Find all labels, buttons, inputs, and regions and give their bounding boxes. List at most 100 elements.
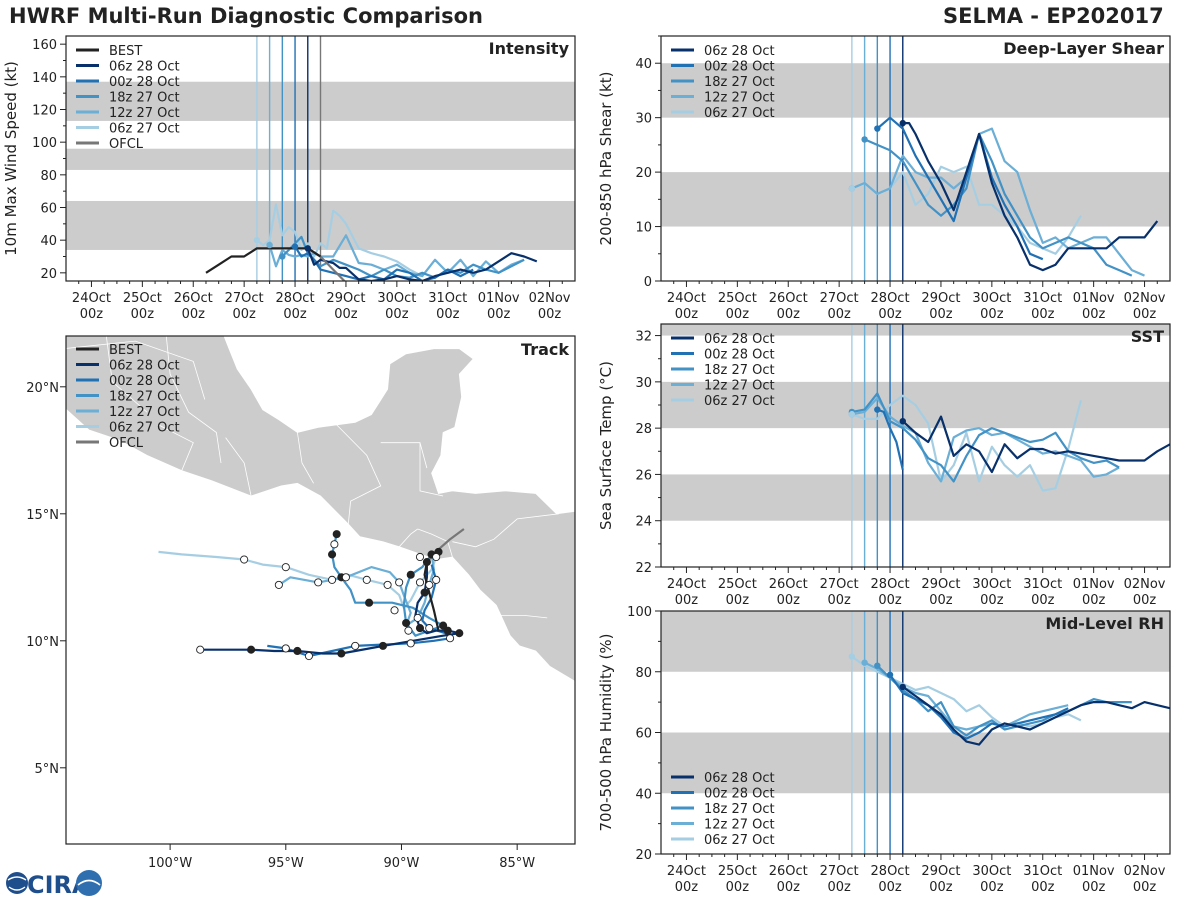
- panel-title: Deep-Layer Shear: [1003, 39, 1164, 58]
- series-line: [876, 116, 1044, 261]
- x-tick-label: 29Oct: [326, 291, 365, 306]
- legend-label: OFCL: [109, 436, 144, 451]
- legend-label: BEST: [109, 343, 142, 358]
- series-line: [205, 247, 322, 274]
- state-border: [398, 528, 418, 548]
- legend-label: OFCL: [109, 137, 144, 152]
- land-mass: [66, 336, 575, 682]
- x-tick-label: 00z: [538, 307, 562, 322]
- x-tick-label: 24Oct: [667, 291, 706, 306]
- track-marker: [415, 578, 425, 587]
- track-line: [423, 561, 440, 631]
- x-tick-label: 24Oct: [667, 577, 706, 592]
- y-tick-label: 160: [32, 38, 57, 53]
- series-line: [902, 415, 1170, 474]
- x-tick-label: 00z: [1031, 307, 1055, 322]
- x-tick-label: 00z: [487, 307, 511, 322]
- track-marker: [420, 588, 429, 597]
- threshold-band: [661, 611, 1170, 672]
- state-border: [452, 513, 559, 548]
- y-tick-label: 40: [40, 234, 57, 249]
- x-tick-label: 00z: [283, 307, 307, 322]
- y-tick-label: 100: [627, 605, 652, 620]
- track-marker: [422, 558, 431, 567]
- track-marker: [432, 552, 441, 562]
- y-tick-label: 26: [635, 468, 652, 483]
- legend-label: 06z 28 Oct: [704, 332, 775, 347]
- track-marker: [425, 580, 434, 589]
- x-tick-label: 28Oct: [871, 864, 910, 879]
- series-start-marker: [304, 245, 311, 252]
- track-marker: [314, 578, 323, 587]
- track-marker: [432, 575, 441, 584]
- track-marker: [274, 580, 283, 589]
- x-tick-label: 00z: [80, 307, 104, 322]
- legend-label: 06z 27 Oct: [704, 833, 775, 848]
- track-marker: [425, 624, 434, 633]
- x-tick-label: 25Oct: [123, 291, 162, 306]
- x-tick-label: 00z: [777, 880, 801, 895]
- x-tick-label: 25Oct: [718, 291, 757, 306]
- track-marker: [413, 613, 422, 622]
- x-tick-label: 27Oct: [820, 291, 859, 306]
- legend-label: 00z 28 Oct: [109, 75, 180, 90]
- series-line: [902, 121, 1159, 272]
- track-marker: [196, 645, 205, 654]
- y-tick-label: 40: [635, 787, 652, 802]
- x-tick-label: 24Oct: [667, 864, 706, 879]
- state-border: [297, 432, 314, 484]
- y-tick-label: 22: [635, 561, 652, 576]
- y-tick-label: 5°N: [35, 762, 60, 777]
- legend-label: 12z 27 Oct: [704, 91, 775, 106]
- y-tick-label: 28: [635, 422, 652, 437]
- x-tick-label: 00z: [777, 307, 801, 322]
- series-start-marker: [253, 236, 261, 244]
- x-tick-label: 27Oct: [820, 864, 859, 879]
- state-border: [158, 424, 194, 471]
- state-border: [66, 340, 206, 400]
- track-line: [158, 550, 438, 609]
- x-tick-label: 00z: [929, 307, 953, 322]
- seal-icon: [76, 870, 102, 896]
- track-marker: [378, 641, 388, 650]
- track-marker: [365, 598, 374, 607]
- x-tick-label: 27Oct: [820, 577, 859, 592]
- y-tick-label: 80: [40, 169, 57, 184]
- x-tick-label: 00z: [929, 880, 953, 895]
- x-tick-label: 00z: [334, 307, 358, 322]
- track-marker: [446, 634, 455, 643]
- track-marker: [362, 575, 371, 584]
- x-tick-label: 00z: [232, 307, 256, 322]
- y-tick-label: 20: [635, 848, 652, 863]
- state-border: [336, 424, 382, 525]
- state-border: [165, 336, 222, 464]
- series-line: [306, 247, 538, 281]
- x-tick-label: 00z: [1133, 307, 1157, 322]
- x-tick-label: 27Oct: [225, 291, 264, 306]
- series-line: [294, 246, 474, 281]
- x-tick-label: 25Oct: [718, 577, 757, 592]
- x-tick-label: 02Nov: [1124, 864, 1166, 879]
- x-tick-label: 28Oct: [871, 577, 910, 592]
- x-tick-label: 00z: [131, 307, 155, 322]
- series-line: [281, 235, 525, 279]
- y-tick-label: 80: [635, 666, 652, 681]
- x-tick-label: 100°W: [148, 856, 192, 871]
- y-tick-label: 20: [635, 166, 652, 181]
- x-tick-label: 00z: [1082, 880, 1106, 895]
- globe-lines: [7, 876, 27, 891]
- track-marker: [341, 573, 351, 582]
- series-line: [851, 127, 1145, 277]
- y-tick-label: 60: [635, 727, 652, 742]
- x-tick-label: 00z: [1031, 880, 1055, 895]
- track-marker: [304, 651, 313, 661]
- panel-sst: 22242628303224Oct00z25Oct00z26Oct00z27Oc…: [597, 323, 1171, 608]
- series-line: [876, 664, 1132, 737]
- series-line: [889, 674, 1069, 740]
- x-tick-label: 00z: [385, 307, 409, 322]
- state-border: [417, 528, 453, 558]
- panel-title: Intensity: [489, 39, 570, 58]
- series-start-marker: [848, 185, 856, 192]
- panel-intensity: 2040608010012014016024Oct00z25Oct00z26Oc…: [2, 35, 576, 322]
- legend-label: 18z 27 Oct: [704, 363, 775, 378]
